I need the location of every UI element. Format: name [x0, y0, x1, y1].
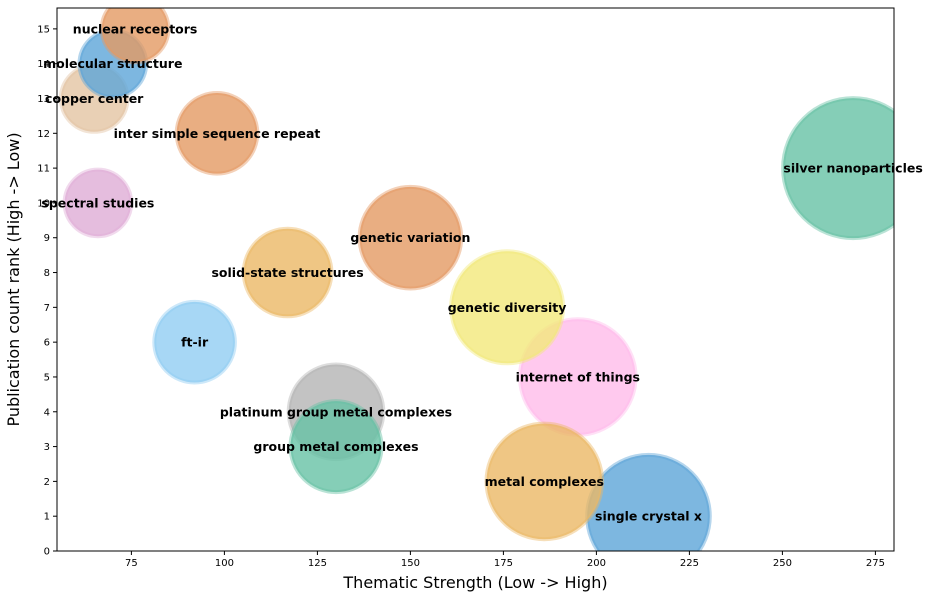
y-tick-label: 11 [37, 164, 50, 175]
x-tick-label: 150 [401, 558, 420, 569]
y-tick-label: 6 [44, 338, 50, 349]
bubble-label: platinum group metal complexes [220, 404, 452, 419]
bubble-label: genetic diversity [448, 300, 567, 315]
bubble-ft-ir [152, 299, 237, 385]
bubble-label: solid-state structures [211, 265, 363, 280]
y-tick-label: 8 [44, 268, 50, 279]
bubble-label: single crystal x [595, 509, 702, 524]
y-tick-label: 12 [37, 129, 50, 140]
y-tick-label: 15 [37, 24, 50, 35]
x-tick-label: 275 [866, 558, 885, 569]
x-tick-label: 75 [125, 558, 138, 569]
bubble-label: metal complexes [485, 474, 604, 489]
x-axis-ticks: 75 100 125 150 175 200 225 250 275 [125, 551, 885, 569]
plot-frame [56, 7, 895, 552]
bubble-spectral-studies [62, 167, 134, 239]
y-tick-label: 10 [37, 198, 50, 209]
bubble-label: nuclear receptors [73, 21, 198, 36]
bubble-labels-layer: silver nanoparticles internet of things si… [41, 21, 922, 523]
bubble-group-metal-complexes [288, 399, 384, 495]
bubble-label: silver nanoparticles [783, 161, 922, 176]
y-tick-label: 1 [44, 512, 50, 523]
x-tick-label: 100 [215, 558, 234, 569]
bubble-silver-nanoparticles [781, 96, 894, 241]
bubble-label: copper center [45, 91, 144, 106]
y-tick-label: 7 [44, 303, 50, 314]
bubble-label: inter simple sequence repeat [114, 126, 321, 141]
y-axis-title: Publication count rank (High -> Low) [4, 132, 23, 426]
bubble-genetic-variation [357, 184, 464, 291]
y-tick-label: 2 [44, 477, 50, 488]
x-axis-title: Thematic Strength (Low -> High) [342, 573, 607, 592]
bubble-label: molecular structure [43, 56, 182, 71]
y-tick-label: 13 [37, 94, 50, 105]
bubble-label: ft-ir [181, 335, 209, 350]
bubble-nuclear-receptors [99, 8, 171, 65]
bubble-label: group metal complexes [253, 439, 418, 454]
bubble-label: internet of things [516, 370, 640, 385]
y-tick-label: 3 [44, 442, 50, 453]
y-tick-label: 14 [37, 59, 50, 70]
bubble-inter-simple-sequence-repeat [174, 91, 260, 176]
y-tick-label: 9 [44, 233, 50, 244]
y-tick-label: 4 [44, 407, 50, 418]
bubble-genetic-diversity [449, 249, 566, 366]
bubbles-layer [58, 8, 894, 551]
x-tick-label: 200 [587, 558, 606, 569]
y-tick-label: 0 [44, 547, 50, 558]
bubble-label: spectral studies [41, 195, 154, 210]
x-tick-label: 225 [680, 558, 699, 569]
bubble-metal-complexes [484, 421, 605, 542]
y-tick-label: 5 [44, 372, 50, 383]
x-tick-label: 250 [773, 558, 792, 569]
x-tick-label: 125 [308, 558, 327, 569]
bubble-label: genetic variation [350, 230, 470, 245]
bubble-solid-state-structures [241, 226, 334, 319]
x-tick-label: 175 [494, 558, 513, 569]
